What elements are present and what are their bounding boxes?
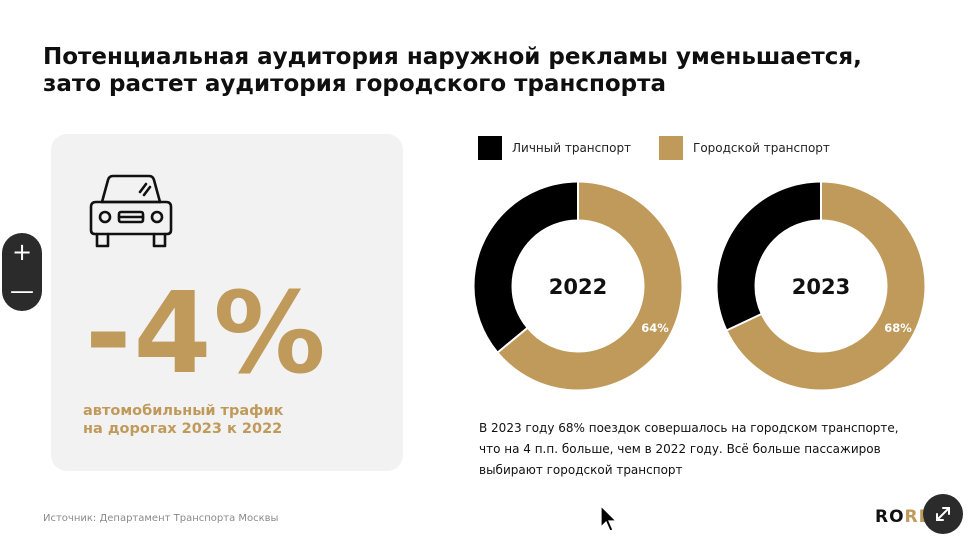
- cursor-icon: [600, 505, 618, 532]
- legend-item-public: Городской транспорт: [659, 136, 830, 160]
- donut-charts: 2022 64% 2023 68%: [474, 182, 925, 390]
- donut-year-label-2023: 2023: [792, 275, 850, 299]
- source-note: Источник: Департамент Транспорта Москвы: [43, 513, 279, 524]
- car-icon: [89, 174, 173, 248]
- title-line-2: зато растет аудитория городского транспо…: [43, 71, 666, 97]
- chart-description: В 2023 году 68% поездок совершалось на г…: [479, 418, 949, 481]
- description-line-3: выбирают городской транспорт: [479, 463, 683, 477]
- donut-percent-label-2023: 68%: [884, 321, 912, 335]
- caption-line-2: на дорогах 2023 к 2022: [83, 421, 283, 437]
- zoom-out-button[interactable]: —: [10, 277, 34, 305]
- zoom-control: + —: [2, 233, 42, 311]
- legend-label-public: Городской транспорт: [693, 141, 830, 155]
- legend-swatch-public: [659, 136, 683, 160]
- donut-2022-separator-1: [496, 326, 529, 354]
- stat-card: -4% автомобильный трафик на дорогах 2023…: [51, 134, 403, 471]
- description-line-1: В 2023 году 68% поездок совершалось на г…: [479, 421, 899, 435]
- legend-swatch-private: [478, 136, 502, 160]
- fullscreen-button[interactable]: [923, 494, 963, 534]
- caption-line-1: автомобильный трафик: [83, 403, 284, 419]
- legend-item-private: Личный транспорт: [478, 136, 631, 160]
- page-title: Потенциальная аудитория наружной рекламы…: [43, 44, 943, 98]
- donut-2023-separator-1: [726, 312, 763, 332]
- legend-label-private: Личный транспорт: [512, 141, 632, 155]
- title-line-1: Потенциальная аудитория наружной рекламы…: [43, 44, 862, 70]
- expand-icon: [936, 507, 950, 521]
- logo-part-dark: RO: [875, 507, 905, 527]
- zoom-in-button[interactable]: +: [11, 238, 33, 266]
- traffic-change-value: -4%: [85, 269, 328, 399]
- donut-percent-label-2022: 64%: [641, 321, 669, 335]
- traffic-caption: автомобильный трафик на дорогах 2023 к 2…: [83, 402, 383, 438]
- description-line-2: что на 4 п.п. больше, чем в 2022 году. В…: [479, 442, 881, 456]
- donut-year-label-2022: 2022: [549, 275, 607, 299]
